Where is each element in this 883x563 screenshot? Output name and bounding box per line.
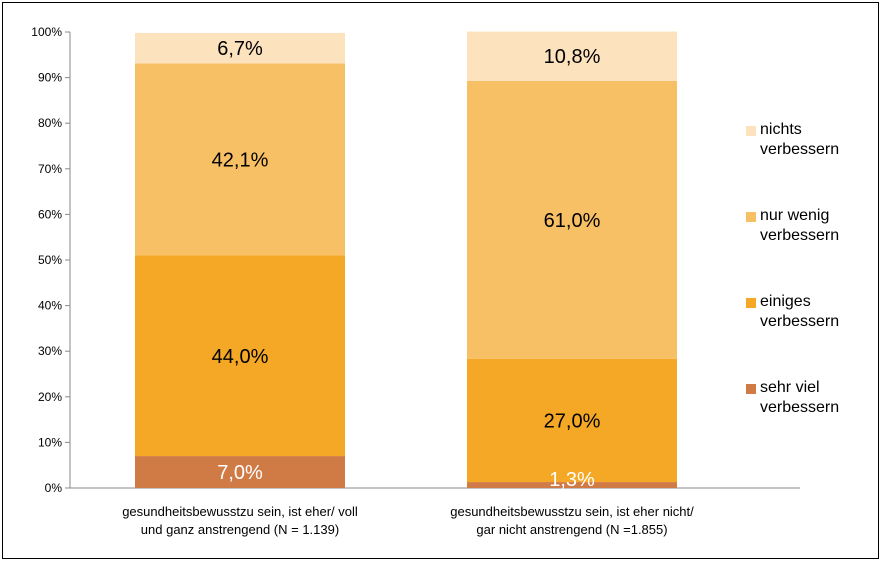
legend-item: nichts verbessern [738,120,878,206]
legend-item: einiges verbessern [738,292,878,378]
bar-segment [467,80,677,359]
y-tick-label: 10% [38,435,62,449]
legend-swatch [746,384,756,394]
legend-item: sehr viel verbessern [738,378,878,464]
data-label: 42,1% [212,149,269,171]
bar-segment [135,255,345,457]
y-tick-label: 60% [38,207,62,221]
data-labels: 7,0% 44,0% 42,1% 6,7% 1,3% 27,0% 61,0% 10,8% [212,38,601,491]
x-tick-label: gesundheitsbewusstzu sein, ist eher nich… [450,504,694,519]
y-tick-label: 0% [45,481,63,495]
bar-segment [135,63,345,256]
y-tick-label: 100% [31,25,62,39]
y-tick-label: 20% [38,390,62,404]
data-label: 44,0% [212,346,269,368]
y-tick-label: 90% [38,71,62,85]
data-label: 1,3% [549,469,595,491]
bar-segment [467,31,677,81]
bar-segment [135,32,345,64]
legend: nichts verbessern nur wenig verbessern ein… [738,120,878,464]
x-axis-labels: gesundheitsbewusstzu sein, ist eher/ vol… [122,504,694,537]
bar-segment [467,358,677,483]
legend-swatch [746,298,756,308]
data-label: 6,7% [217,38,263,60]
legend-label: nur wenig verbessern [760,207,840,244]
legend-label: einiges verbessern [760,293,840,330]
bar-segment [135,456,345,488]
data-label: 61,0% [544,210,601,232]
legend-item: nur wenig verbessern [738,206,878,292]
y-tick-label: 40% [38,299,62,313]
x-tick-label: gar nicht anstrengend (N =1.855) [476,522,667,537]
y-tick-label: 70% [38,162,62,176]
data-label: 7,0% [217,462,263,484]
y-tick-label: 50% [38,253,62,267]
data-label: 27,0% [544,411,601,433]
bars [135,31,677,488]
legend-label: nichts verbessern [760,121,840,158]
data-label: 10,8% [544,46,601,68]
legend-label: sehr viel verbessern [760,379,840,416]
x-tick-label: und ganz anstrengend (N = 1.139) [141,522,339,537]
legend-swatch [746,126,756,136]
y-tick-label: 80% [38,116,62,130]
legend-swatch [746,212,756,222]
y-tick-label: 30% [38,344,62,358]
bar-segment [467,482,677,488]
x-tick-label: gesundheitsbewusstzu sein, ist eher/ vol… [122,504,358,519]
